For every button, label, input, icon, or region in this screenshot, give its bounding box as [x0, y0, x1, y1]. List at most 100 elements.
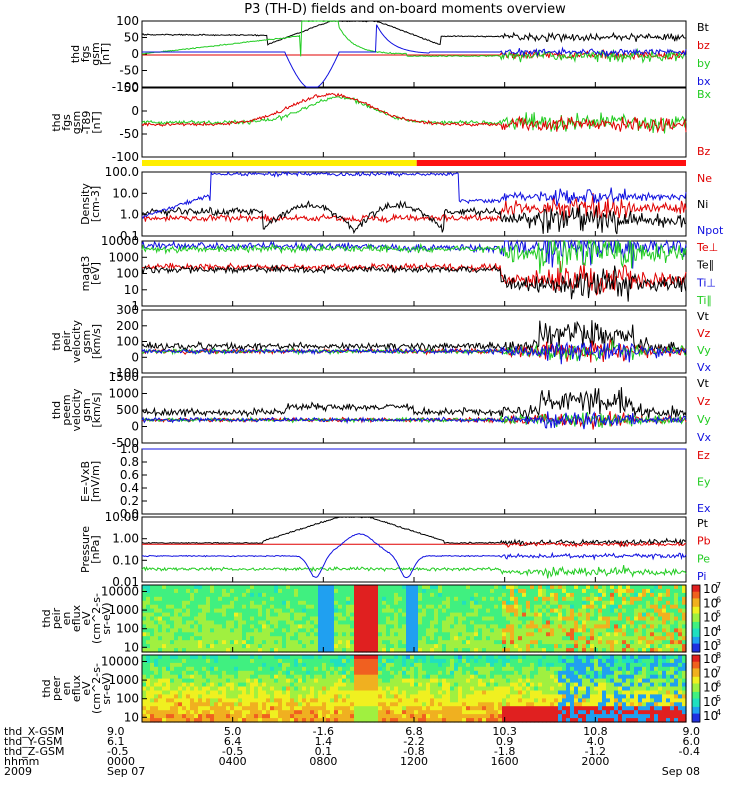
heatmap-cell — [510, 690, 515, 695]
heatmap-cell — [618, 682, 623, 688]
heatmap-cell — [554, 694, 559, 699]
heatmap-cell — [462, 678, 467, 684]
heatmap-cell — [438, 690, 443, 695]
y-tick-label: 0 — [131, 350, 139, 364]
heatmap-cell — [566, 628, 571, 633]
heatmap-cell — [494, 714, 499, 719]
heatmap-cell — [602, 670, 607, 676]
heatmap-cell — [510, 678, 515, 684]
heatmap-cell — [498, 655, 503, 660]
heatmap-cell — [522, 666, 527, 672]
heatmap-cell — [502, 662, 507, 668]
heatmap-cell — [550, 702, 555, 707]
heatmap-cell — [462, 616, 467, 621]
legend-entry: Vz — [697, 327, 711, 340]
legend-entry: Ti⊥ — [696, 276, 716, 289]
heatmap-cell — [530, 662, 535, 668]
heatmap-cell — [210, 702, 215, 707]
heatmap-cell — [558, 636, 563, 641]
heatmap-cell — [482, 600, 487, 606]
heatmap-cell — [418, 682, 423, 688]
heatmap-cell — [566, 616, 571, 621]
heatmap-cell — [246, 698, 251, 703]
heatmap-cell — [582, 666, 587, 672]
heatmap-cell — [562, 592, 567, 598]
heatmap-cell — [486, 624, 491, 629]
heatmap-cell — [226, 690, 231, 695]
heatmap-cell — [186, 592, 191, 598]
heatmap-cell — [306, 666, 311, 672]
heatmap-cell — [638, 628, 643, 633]
heatmap-cell — [418, 592, 423, 598]
heatmap-cell — [426, 644, 431, 649]
heatmap-cell — [194, 678, 199, 684]
heatmap-cell — [430, 710, 435, 715]
heatmap-cell — [262, 596, 267, 602]
heatmap-cell — [554, 616, 559, 621]
heatmap-cell — [330, 648, 335, 653]
heatmap-cell — [242, 592, 247, 598]
heatmap-cell — [662, 698, 667, 703]
heatmap-cell — [330, 596, 335, 602]
heatmap-cell — [154, 640, 159, 645]
heatmap-cell — [190, 585, 195, 590]
heatmap-cell — [594, 710, 599, 715]
heatmap-cell — [170, 596, 175, 602]
heatmap-cell — [338, 612, 343, 618]
heatmap-cell — [402, 710, 407, 715]
heatmap-cell — [658, 702, 663, 707]
heatmap-cell — [162, 585, 167, 590]
heatmap-cell — [278, 678, 283, 684]
heatmap-cell — [146, 678, 151, 684]
heatmap-cell — [246, 666, 251, 672]
heatmap-cell — [422, 636, 427, 641]
heatmap-cell — [526, 644, 531, 649]
heatmap-cell — [482, 714, 487, 719]
heatmap-cell — [462, 666, 467, 672]
y-axis-label-line: thd — [50, 332, 63, 350]
heatmap-cell — [438, 608, 443, 614]
heatmap-cell — [502, 585, 507, 590]
heatmap-cell — [494, 690, 499, 695]
heatmap-cell — [370, 694, 375, 699]
heatmap-cell — [570, 718, 575, 723]
heatmap-cell — [538, 674, 543, 680]
heatmap-cell — [462, 608, 467, 614]
heatmap-cell — [654, 658, 659, 664]
heatmap-cell — [254, 690, 259, 695]
heatmap-cell — [498, 658, 503, 664]
heatmap-cell — [606, 644, 611, 649]
heatmap-cell — [262, 648, 267, 653]
heatmap-cell — [274, 616, 279, 621]
heatmap-cell — [666, 698, 671, 703]
heatmap-cell — [498, 674, 503, 680]
heatmap-cell — [434, 674, 439, 680]
heatmap-cell — [634, 636, 639, 641]
heatmap-cell — [598, 612, 603, 618]
heatmap-cell — [554, 698, 559, 703]
heatmap-cell — [394, 678, 399, 684]
heatmap-cell — [210, 662, 215, 668]
heatmap-cell — [562, 588, 567, 594]
heatmap-cell — [350, 636, 355, 641]
heatmap-cell — [570, 608, 575, 614]
heatmap-cell — [546, 690, 551, 695]
heatmap-cell — [578, 628, 583, 633]
heatmap-cell — [566, 632, 571, 637]
heatmap-cell — [602, 596, 607, 602]
heatmap-cell — [434, 640, 439, 645]
heatmap-cell — [238, 600, 243, 606]
colorbar-segment — [692, 718, 700, 721]
colorbar-segment — [692, 655, 700, 658]
heatmap-cell — [374, 624, 379, 629]
heatmap-cell — [646, 674, 651, 680]
heatmap-cell — [402, 706, 407, 711]
heatmap-cell — [314, 714, 319, 719]
heatmap-cell — [342, 640, 347, 645]
heatmap-cell — [438, 588, 443, 594]
heatmap-cell — [182, 674, 187, 680]
heatmap-cell — [442, 592, 447, 598]
heatmap-cell — [574, 644, 579, 649]
heatmap-cell — [478, 670, 483, 676]
heatmap-cell — [158, 658, 163, 664]
